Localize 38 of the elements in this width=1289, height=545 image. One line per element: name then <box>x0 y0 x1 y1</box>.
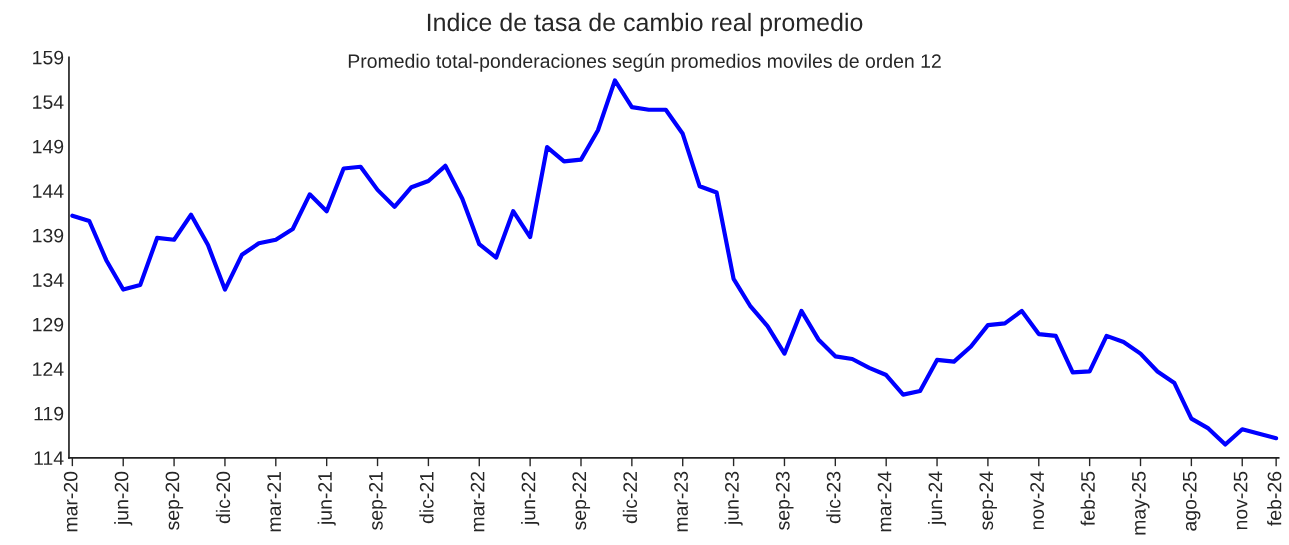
y-tick-label: 134 <box>33 273 64 287</box>
y-tick-label: 114 <box>34 451 64 465</box>
x-tick-label: jun-23 <box>724 471 743 526</box>
y-tick-label: 129 <box>33 317 64 332</box>
y-tick-label: 139 <box>33 228 64 243</box>
x-tick-label: sep-22 <box>572 471 591 530</box>
x-tick-label: nov-24 <box>1030 471 1044 530</box>
x-tick-label: dic-20 <box>215 471 231 524</box>
x-tick-label: feb-25 <box>1080 471 1095 526</box>
x-tick-label: jun-24 <box>927 471 947 526</box>
x-tick-label: sep-23 <box>775 471 794 530</box>
x-tick-label: jun-21 <box>317 471 336 526</box>
x-tick-label: mar-23 <box>674 471 688 532</box>
x-tick-label: sep-20 <box>165 471 184 530</box>
x-tick-label: ago-25 <box>1182 471 1201 531</box>
x-tick-label: mar-21 <box>267 471 282 532</box>
y-tick-label: 144 <box>33 184 64 198</box>
y-tick-label: 159 <box>33 50 64 65</box>
x-tick-label: sep-21 <box>368 471 387 530</box>
x-tick-label: jun-22 <box>521 471 540 526</box>
x-tick-label: jun-20 <box>114 471 133 526</box>
x-tick-label: nov-25 <box>1233 471 1248 530</box>
y-tick-label: 149 <box>33 139 64 154</box>
x-tick-label: mar-20 <box>63 471 78 532</box>
y-tick-label: 124 <box>33 362 64 376</box>
x-tick-label: sep-24 <box>979 471 997 530</box>
y-tick-label: 119 <box>34 406 64 421</box>
chart-subtitle: Promedio total-ponderaciones según promedios moviles de orden 12 <box>348 53 941 72</box>
x-tick-label: dic-22 <box>622 471 638 524</box>
x-tick-label: mar-24 <box>877 471 892 532</box>
x-tick-label: dic-21 <box>419 471 434 524</box>
x-tick-label: may-25 <box>1131 471 1150 535</box>
x-tick-label: mar-22 <box>470 471 485 532</box>
y-tick-label: 154 <box>33 95 64 109</box>
chart-title: Indice de tasa de cambio real promedio <box>427 12 863 37</box>
line-series <box>70 78 1279 447</box>
x-tick-label: dic-23 <box>826 471 841 524</box>
x-tick-label: feb-26 <box>1267 471 1282 526</box>
